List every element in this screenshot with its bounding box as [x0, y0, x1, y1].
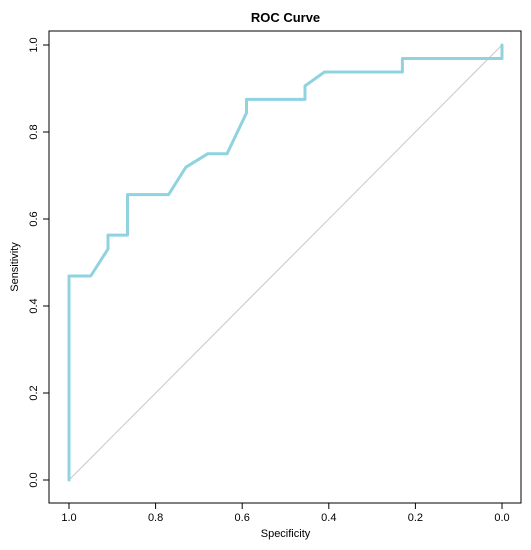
x-tick-label: 1.0 [61, 512, 76, 524]
reference-diagonal-line [68, 44, 503, 481]
roc-curve-line [67, 43, 504, 482]
y-tick-label: 0.8 [28, 124, 40, 139]
y-tick-label: 0.2 [28, 385, 40, 400]
x-tick-label: 0.6 [235, 512, 250, 524]
y-axis-label: Sensitivity [9, 242, 21, 292]
x-axis: 1.0 0.8 0.6 0.4 0.2 0.0 [61, 503, 510, 524]
x-tick-label: 0.2 [408, 512, 423, 524]
plot-frame [48, 30, 522, 504]
x-tick-label: 0.8 [148, 512, 163, 524]
x-tick-label: 0.0 [494, 512, 509, 524]
plot-area [67, 43, 504, 482]
x-tick-label: 0.4 [321, 512, 336, 524]
y-tick-label: 0.6 [28, 211, 40, 226]
y-tick-label: 0.0 [28, 472, 40, 487]
y-axis: 0.0 0.2 0.4 0.6 0.8 1.0 [28, 37, 49, 488]
chart-title: ROC Curve [251, 10, 320, 25]
x-axis-label: Specificity [261, 528, 311, 540]
y-tick-label: 1.0 [28, 37, 40, 52]
y-tick-label: 0.4 [28, 298, 40, 313]
